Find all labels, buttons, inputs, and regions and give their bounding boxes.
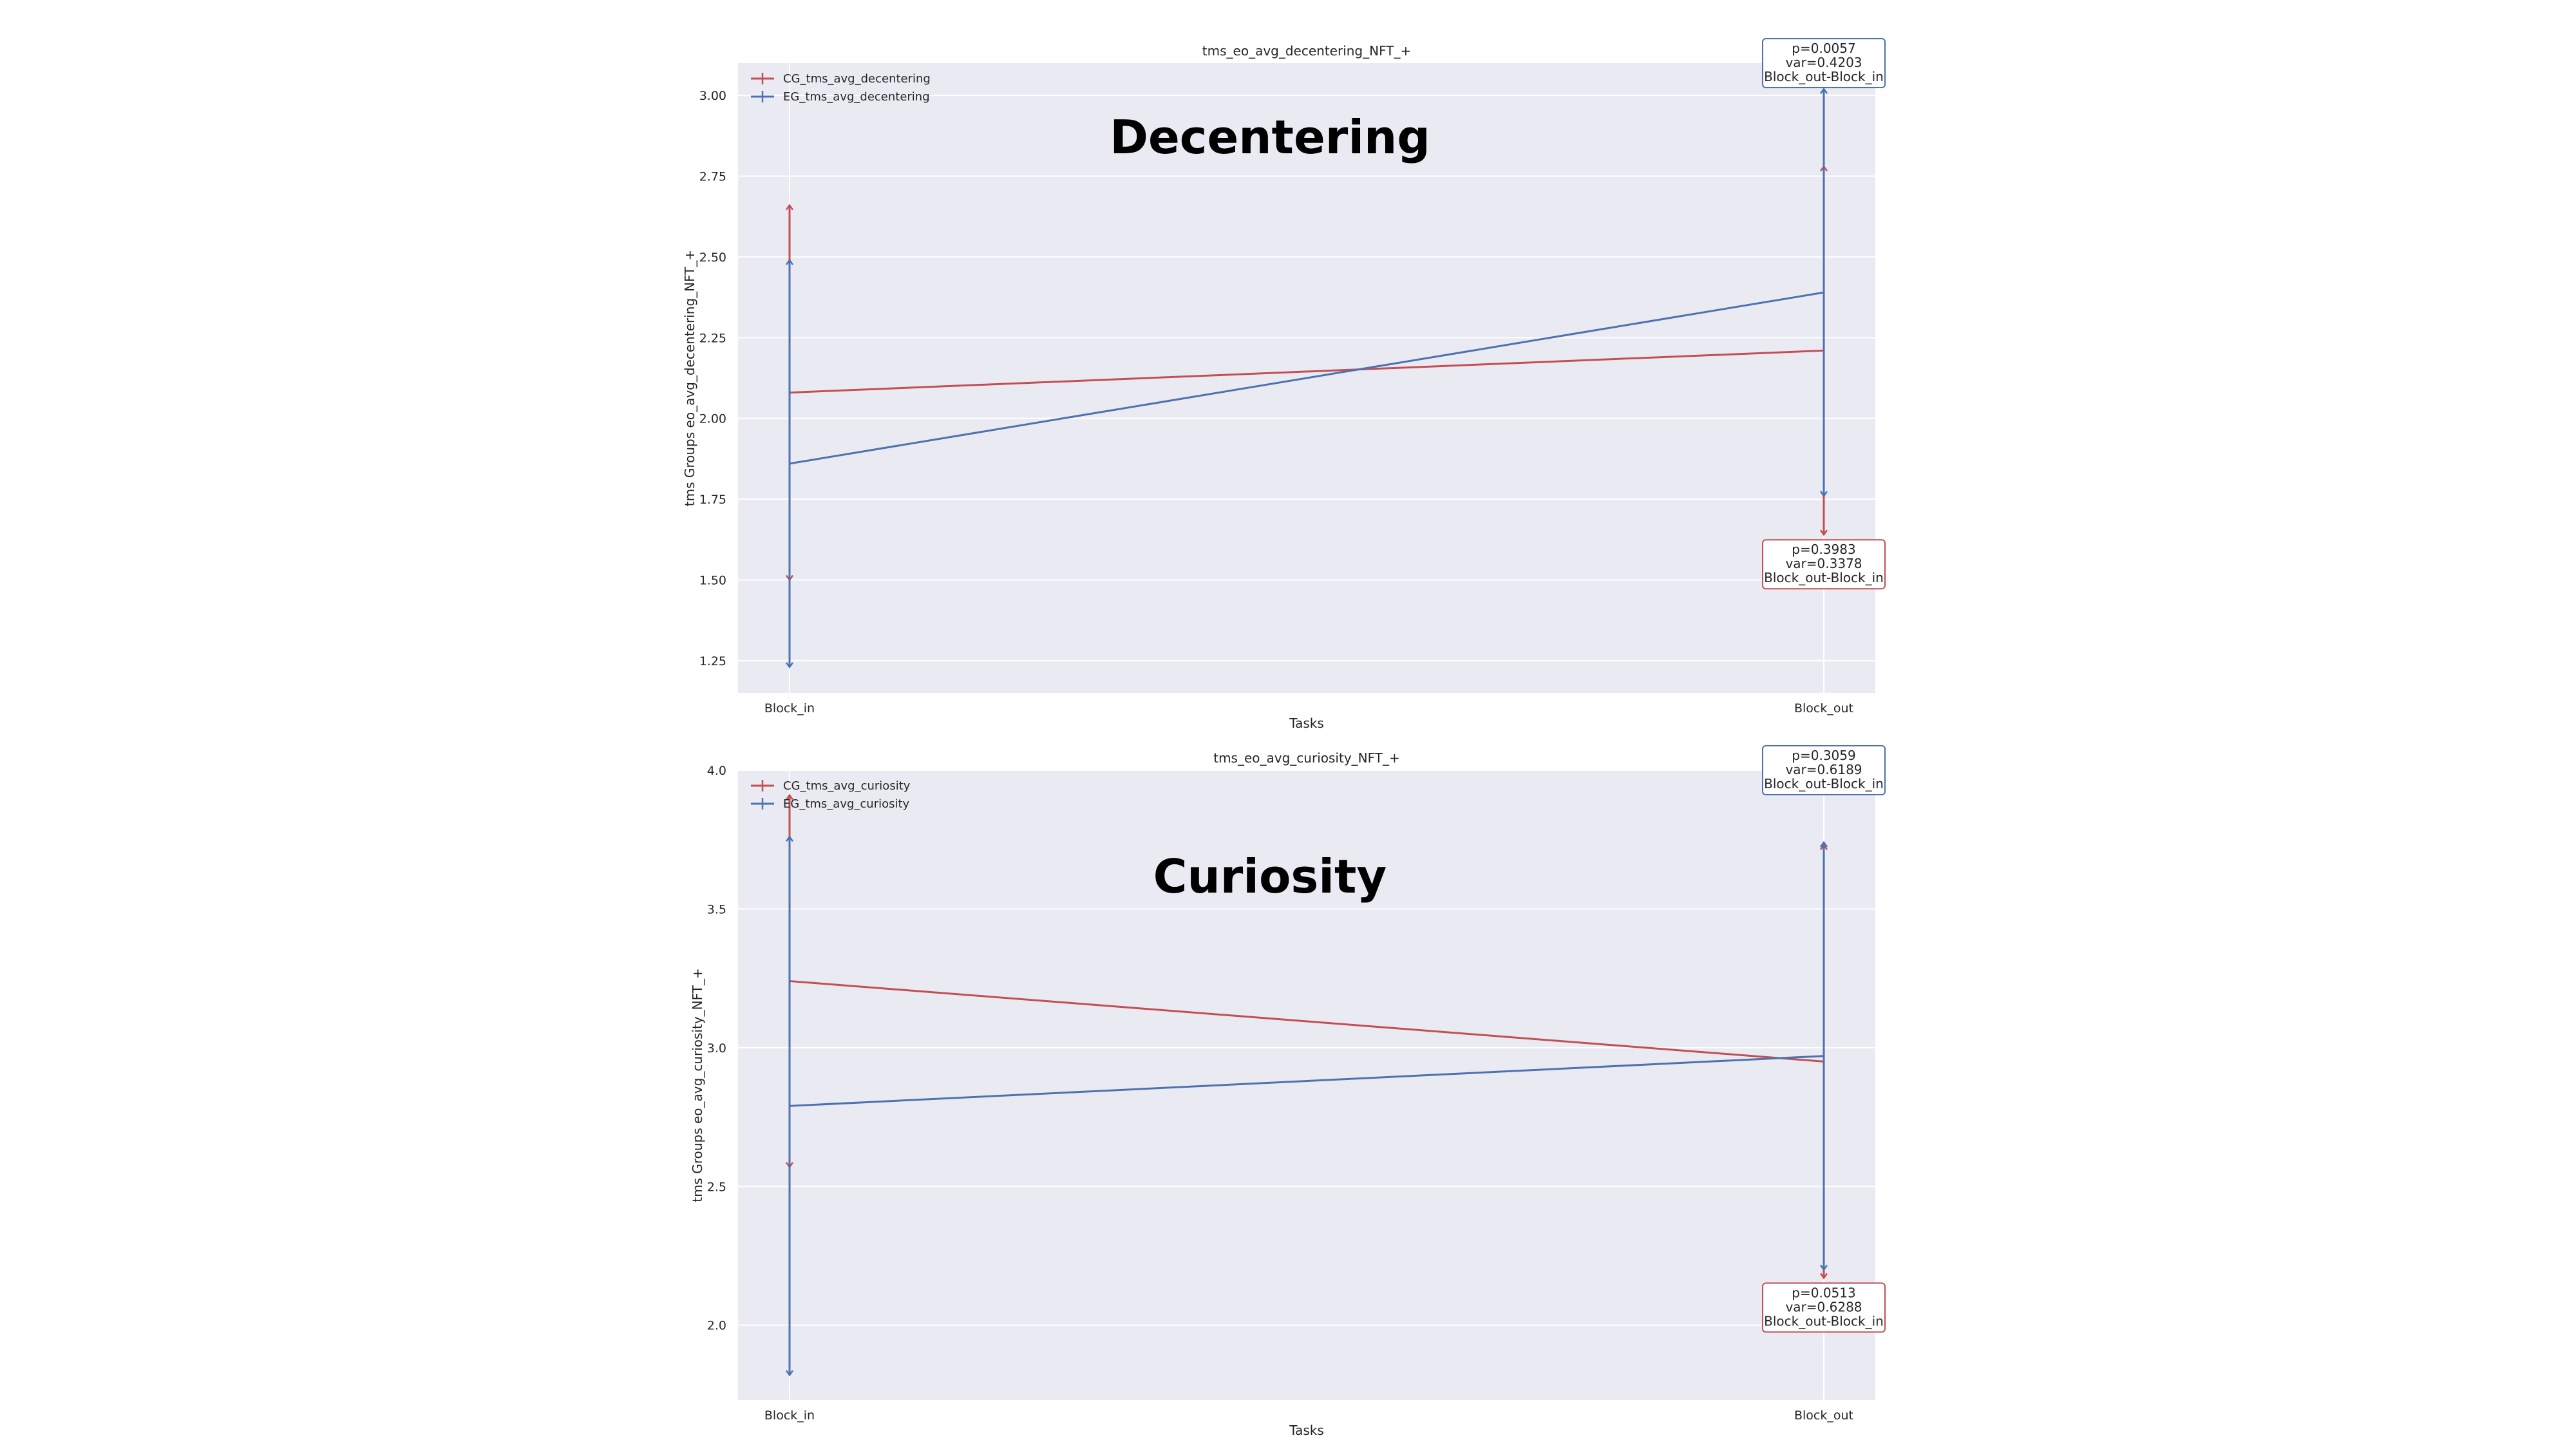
error-cap-bottom: [1819, 1273, 1828, 1280]
chart-title: tms_eo_avg_decentering_NFT_+: [1202, 43, 1411, 59]
y-tick-label: 1.25: [699, 654, 726, 668]
y-tick-label: 3.5: [707, 902, 726, 916]
annotation-frame: [1762, 1282, 1886, 1333]
error-cap-bottom: [785, 1370, 794, 1377]
legend: CG_tms_avg_curiosity EG_tms_avg_curiosity: [751, 779, 911, 811]
y-tick-labels: 2.0 2.5 3.0 3.5 4.0: [707, 764, 726, 1333]
x-tick-label: Block_in: [764, 1408, 815, 1423]
x-tick-labels: Block_in Block_out: [764, 701, 1853, 715]
y-tick-label: 3.0: [707, 1041, 726, 1056]
series-line: [789, 349, 1824, 394]
error-cap-top: [785, 204, 794, 211]
legend-entry: CG_tms_avg_curiosity: [783, 779, 911, 793]
y-tick-label: 2.00: [699, 412, 726, 426]
annotation-frame: [1762, 745, 1886, 795]
y-axis-label: tms Groups eo_avg_curiosity_NFT_+: [690, 968, 705, 1202]
annotation-line: var=0.6189: [1785, 762, 1862, 777]
x-axis-label: Tasks: [1289, 715, 1324, 731]
y-tick-label: 1.75: [699, 493, 726, 507]
series-marks: [785, 87, 1828, 669]
error-cap-top: [785, 258, 794, 265]
y-axis-label: tms Groups eo_avg_decentering_NFT_+: [682, 250, 697, 506]
legend-entry: CG_tms_avg_decentering: [783, 72, 931, 86]
annotation-line: p=0.3983: [1792, 542, 1855, 557]
y-tick-label: 4.0: [707, 764, 726, 778]
error-cap-top: [785, 835, 794, 842]
error-cap-top: [785, 793, 794, 800]
y-tick-label: 3.00: [699, 89, 726, 103]
x-tick-labels: Block_in Block_out: [764, 1408, 1853, 1423]
annotation-line: var=0.3378: [1785, 556, 1862, 571]
annotation-frame: [1762, 539, 1886, 590]
error-cap-bottom: [1819, 529, 1828, 536]
grid-lines: [738, 63, 1875, 693]
y-tick-labels: 1.25 1.50 1.75 2.00 2.25 2.50 2.75 3.00: [699, 89, 726, 668]
y-tick-label: 2.50: [699, 251, 726, 265]
legend: CG_tms_avg_decentering EG_tms_avg_decente…: [751, 72, 931, 104]
chart-panel-decentering: 1.25 1.50 1.75 2.00 2.25 2.50 2.75 3.00 Block_i…: [682, 38, 1886, 731]
legend-entry: EG_tms_avg_decentering: [783, 90, 930, 104]
y-tick-label: 2.25: [699, 331, 726, 345]
annotation-line: Block_out-Block_in: [1764, 69, 1884, 84]
annotation-line: p=0.0057: [1792, 41, 1855, 56]
error-cap-bottom: [1819, 491, 1828, 498]
x-tick-label: Block_in: [764, 701, 815, 715]
annotation-line: var=0.6288: [1785, 1299, 1862, 1314]
series-line: [789, 1055, 1824, 1107]
annotations: p=0.3059var=0.6189Block_out-Block_inp=0.…: [1762, 745, 1886, 1333]
error-cap-bottom: [785, 662, 794, 669]
series-marks: [785, 793, 1828, 1377]
annotation-line: Block_out-Block_in: [1764, 570, 1884, 585]
chart-panel-curiosity: 2.0 2.5 3.0 3.5 4.0 Block_in Block_out tms_eo…: [690, 745, 1886, 1438]
y-tick-label: 1.50: [699, 573, 726, 587]
y-tick-label: 2.0: [707, 1319, 726, 1333]
chart-big-label: Curiosity: [1153, 849, 1387, 904]
annotation-line: Block_out-Block_in: [1764, 1313, 1884, 1329]
annotation-line: p=0.0513: [1792, 1285, 1855, 1300]
y-tick-label: 2.75: [699, 170, 726, 184]
chart-big-label: Decentering: [1110, 110, 1430, 164]
annotation-frame: [1762, 38, 1886, 88]
annotation-line: Block_out-Block_in: [1764, 776, 1884, 791]
annotation-line: var=0.4203: [1785, 55, 1862, 70]
x-tick-label: Block_out: [1794, 1408, 1853, 1423]
error-cap-top: [1819, 87, 1828, 94]
y-tick-label: 2.5: [707, 1180, 726, 1194]
x-axis-label: Tasks: [1289, 1423, 1324, 1438]
annotations: p=0.0057var=0.4203Block_out-Block_inp=0.…: [1762, 38, 1886, 590]
error-cap-bottom: [1819, 1264, 1828, 1271]
legend-entry: EG_tms_avg_curiosity: [783, 797, 910, 811]
series-line: [789, 291, 1824, 465]
series-line: [789, 980, 1824, 1063]
plot-area-background: [738, 770, 1875, 1400]
annotation-line: p=0.3059: [1792, 748, 1855, 763]
x-tick-label: Block_out: [1794, 701, 1853, 715]
chart-title: tms_eo_avg_curiosity_NFT_+: [1213, 750, 1400, 766]
error-cap-top: [1819, 840, 1828, 848]
